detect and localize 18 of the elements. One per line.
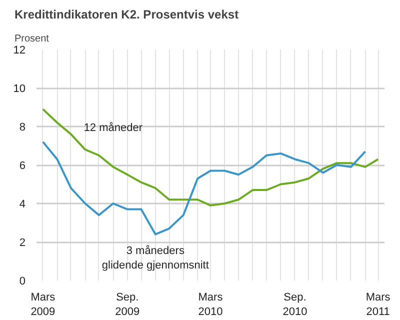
x-tick-label: Mars 2010 [198, 292, 224, 318]
chart-title: Kredittindikatoren K2. Prosentvis vekst [14, 8, 239, 22]
x-tick-label: Sep. 2009 [115, 292, 140, 318]
line-series [42, 140, 366, 236]
y-tick-label: 10 [13, 83, 26, 95]
y-tick-label: 6 [19, 160, 26, 172]
y-tick-label: 12 [13, 44, 26, 56]
y-tick-label: 0 [19, 276, 26, 288]
x-tick-label: Mars 2009 [30, 292, 56, 318]
line-series [42, 108, 380, 206]
y-tick-label: 8 [19, 122, 26, 134]
x-tick-label: Mars 2011 [366, 292, 391, 318]
y-tick-label: 4 [19, 198, 26, 210]
y-axis-title: Prosent [14, 34, 50, 44]
y-tick-label: 2 [19, 237, 26, 249]
x-tick-label: Sep. 2010 [282, 292, 308, 318]
text: 3 måneders glidende gjennomsnitt [102, 244, 209, 272]
series-label: 12 måneder [84, 122, 143, 134]
